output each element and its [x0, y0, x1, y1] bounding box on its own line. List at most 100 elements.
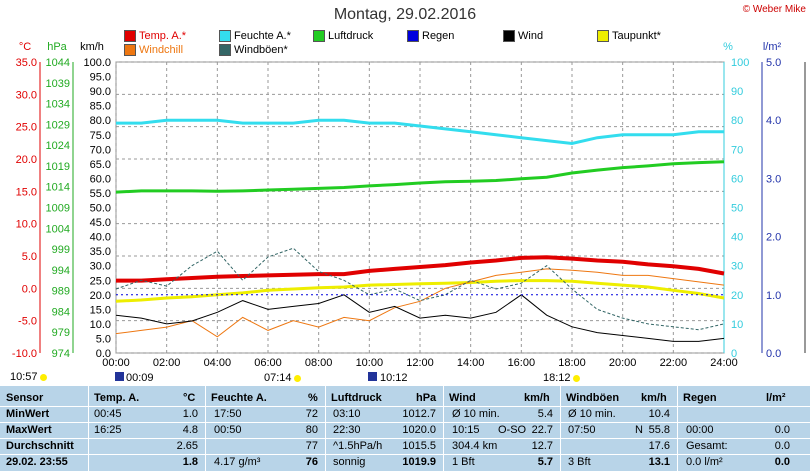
legend-item: Regen: [407, 30, 454, 42]
header-temp: Temp. A.: [94, 392, 140, 404]
header-wind: Wind: [449, 392, 476, 404]
table-cell-hum-time: 4.17 g/m³: [214, 456, 261, 468]
table-divider: [0, 454, 810, 455]
wind-tick-label: 50.0: [90, 203, 111, 215]
pressure-tick-label: 1034: [46, 99, 70, 111]
table-divider: [0, 438, 810, 439]
pressure-tick-label: 1039: [46, 78, 70, 90]
legend-item: Wind: [503, 30, 543, 42]
pressure-tick-label: 994: [52, 265, 70, 277]
legend-swatch: [219, 44, 231, 56]
table-cell-label: 29.02. 23:55: [6, 456, 68, 468]
legend-item: Temp. A.*: [124, 30, 186, 42]
pressure-tick-label: 974: [52, 348, 70, 360]
header-temp-unit: °C: [183, 392, 196, 404]
pressure-tick-label: 1004: [46, 223, 70, 235]
table-cell-rain-val: 0.0: [774, 456, 790, 468]
legend-label: Temp. A.*: [139, 30, 187, 42]
table-cell-wind-val: 5.4: [537, 408, 553, 420]
legend-swatch: [124, 44, 136, 56]
series-line-windb-en: [115, 247, 725, 331]
x-tick-label: 12:00: [406, 357, 434, 369]
wind-tick-label: 90.0: [90, 86, 111, 98]
moonset-icon: [368, 372, 377, 381]
legend-label: Regen: [422, 30, 455, 42]
table-cell-hum-val: 77: [305, 440, 318, 452]
rain-unit-label: l/m²: [763, 41, 782, 53]
legend-item: Windchill: [124, 44, 183, 56]
temp-tick-label: 15.0: [16, 186, 37, 198]
wind-tick-label: 70.0: [90, 144, 111, 156]
wind-tick-label: 60.0: [90, 173, 111, 185]
series-line-temp-a: [116, 255, 725, 283]
rain-tick-label: 3.0: [766, 173, 781, 185]
rain-tick-label: 2.0: [766, 232, 781, 244]
table-cell-hum-val: 80: [305, 424, 318, 436]
wind-tick-label: 5.0: [96, 333, 111, 345]
table-cell-wind-val: 5.7: [537, 456, 553, 468]
pressure-tick-label: 984: [52, 306, 70, 318]
table-cell-rain-time: 00:00: [686, 424, 714, 436]
table-cell-press-val: 1015.5: [402, 440, 436, 452]
pressure-tick-label: 1014: [46, 182, 70, 194]
table-cell-label: MaxWert: [6, 424, 52, 436]
legend-label: Feuchte A.*: [234, 30, 291, 42]
table-cell-label: MinWert: [6, 408, 50, 420]
humidity-tick-label: 30: [731, 261, 743, 273]
temp-tick-label: -10.0: [12, 348, 37, 360]
legend-label: Windchill: [139, 44, 184, 56]
pressure-tick-label: 979: [52, 327, 70, 339]
humidity-tick-label: 60: [731, 173, 743, 185]
sunrise-icon: [294, 375, 301, 382]
wind-tick-label: 15.0: [90, 304, 111, 316]
wind-tick-label: 65.0: [90, 159, 111, 171]
wind-tick-label: 80.0: [90, 115, 111, 127]
temp-tick-label: 5.0: [22, 251, 37, 263]
header-sensor: Sensor: [6, 392, 44, 404]
humidity-tick-label: 100: [731, 57, 749, 69]
sunrise-label: 07:14: [264, 372, 292, 384]
pressure-tick-label: 1009: [46, 203, 70, 215]
rain-tick-label: 1.0: [766, 290, 781, 302]
x-tick-label: 20:00: [609, 357, 637, 369]
wind-tick-label: 30.0: [90, 261, 111, 273]
pressure-tick-label: 1024: [46, 140, 70, 152]
table-cell-label: Durchschnitt: [6, 440, 74, 452]
table-cell-gust-val: 55.8: [648, 424, 670, 436]
table-cell-wind-dir: O-SO: [498, 424, 527, 436]
rain-tick-label: 5.0: [766, 57, 781, 69]
table-cell-rain-time: Gesamt:: [686, 440, 728, 452]
legend-swatch: [503, 30, 515, 42]
legend-item: Feuchte A.*: [219, 30, 291, 42]
table-cell-wind-time: 10:15: [452, 424, 480, 436]
table-cell-gust-time: 3 Bft: [568, 456, 591, 468]
wind-tick-label: 45.0: [90, 217, 111, 229]
column-divider: [443, 386, 444, 471]
table-divider: [0, 422, 810, 423]
wind-tick-label: 100.0: [83, 57, 111, 69]
pressure-unit-label: hPa: [47, 41, 67, 53]
wind-tick-label: 75.0: [90, 130, 111, 142]
table-cell-gust-time: Ø 10 min.: [568, 408, 616, 420]
wind-tick-label: 85.0: [90, 101, 111, 113]
rain-tick-label: 0.0: [766, 348, 781, 360]
x-tick-label: 16:00: [508, 357, 536, 369]
humidity-tick-label: 70: [731, 144, 743, 156]
table-cell-rain-time: 0.0 l/m²: [686, 456, 723, 468]
wind-tick-label: 0.0: [96, 348, 111, 360]
table-cell-press-val: 1020.0: [402, 424, 436, 436]
legend-label: Wind: [518, 30, 544, 42]
temp-tick-label: 10.0: [16, 219, 37, 231]
pressure-tick-label: 1029: [46, 119, 70, 131]
sun-icon: [40, 374, 47, 381]
table-cell-press-time: sonnig: [333, 456, 366, 468]
humidity-tick-label: 20: [731, 290, 743, 302]
header-wind-unit: km/h: [524, 392, 550, 404]
column-divider: [677, 386, 678, 471]
humidity-tick-label: 50: [731, 203, 743, 215]
temp-tick-label: 35.0: [16, 57, 37, 69]
table-cell-temp-val: 1.8: [182, 456, 198, 468]
column-divider: [88, 386, 89, 471]
table-cell-temp-val: 1.0: [182, 408, 198, 420]
pressure-tick-label: 989: [52, 286, 70, 298]
